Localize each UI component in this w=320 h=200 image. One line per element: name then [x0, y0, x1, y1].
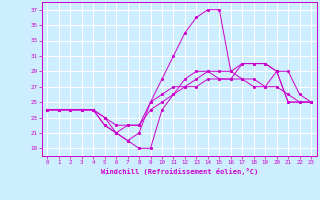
- X-axis label: Windchill (Refroidissement éolien,°C): Windchill (Refroidissement éolien,°C): [100, 168, 258, 175]
